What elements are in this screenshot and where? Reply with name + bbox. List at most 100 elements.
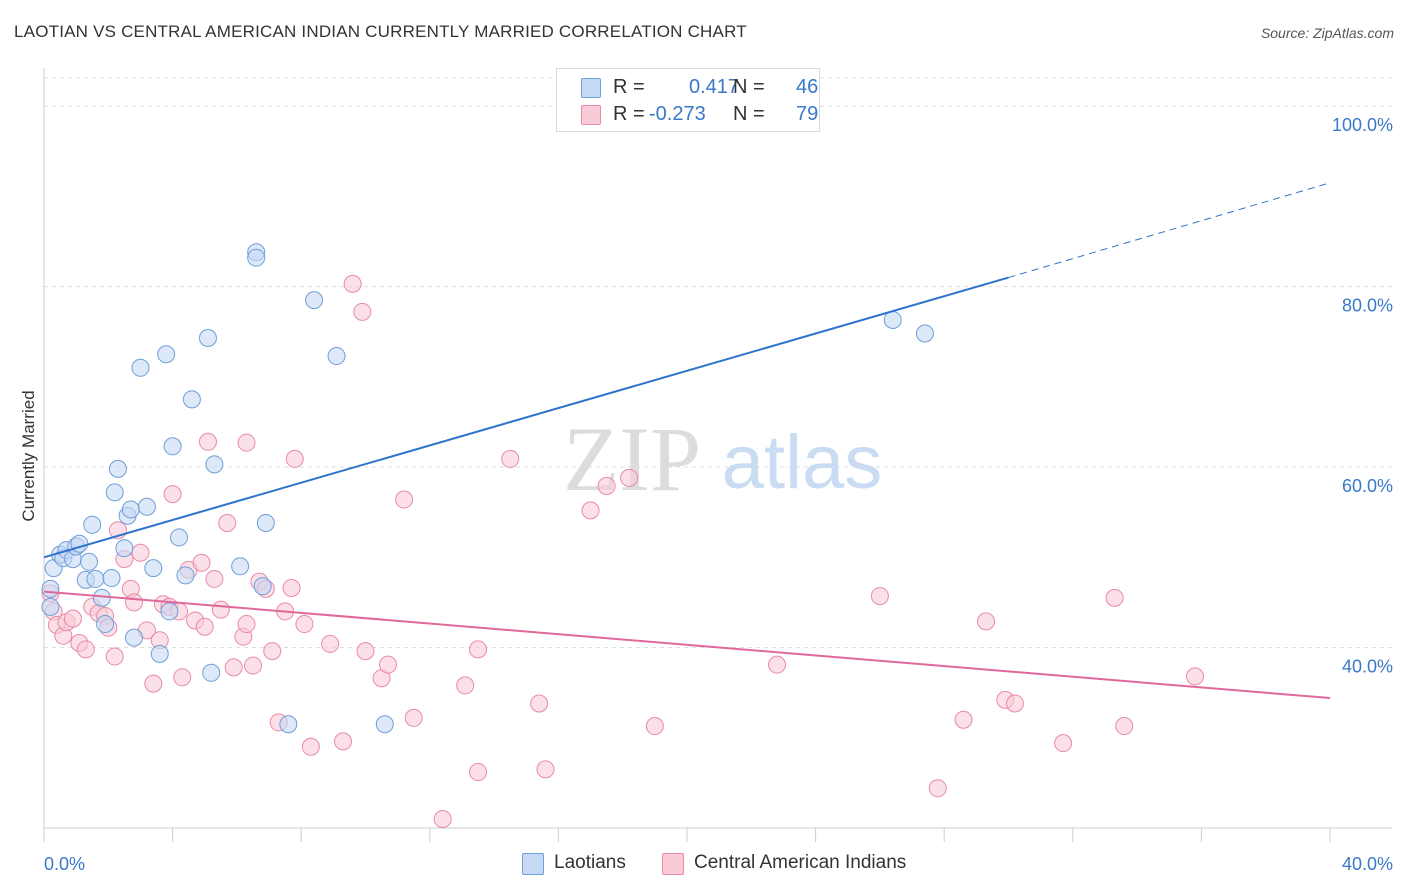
y-tick-label: 60.0% bbox=[1342, 476, 1393, 496]
laotians-point bbox=[125, 628, 144, 647]
laotians-swatch bbox=[581, 78, 601, 98]
laotians-point bbox=[83, 515, 102, 534]
laotians-point bbox=[157, 345, 176, 364]
central-american-indians-point bbox=[321, 634, 340, 653]
central-legend-swatch bbox=[662, 853, 684, 875]
central-american-indians-point bbox=[1005, 694, 1024, 713]
central-american-indians-point bbox=[301, 737, 320, 756]
central-n-value: 79 bbox=[796, 103, 819, 125]
laotians-point bbox=[144, 559, 163, 578]
laotians-point bbox=[160, 602, 179, 621]
central-american-indians-point bbox=[469, 640, 488, 659]
laotians-point bbox=[86, 569, 105, 588]
central-american-indians-point bbox=[536, 760, 555, 779]
x-tick-label: 0.0% bbox=[44, 854, 85, 874]
central-american-indians-point bbox=[379, 655, 398, 674]
central-american-indians-point bbox=[954, 710, 973, 729]
chart-title: LAOTIAN VS CENTRAL AMERICAN INDIAN CURRE… bbox=[14, 22, 747, 41]
central-american-indians-point bbox=[530, 694, 549, 713]
central-american-indians-point bbox=[125, 593, 144, 612]
laotians-point bbox=[96, 615, 115, 634]
watermark: ZIP atlas bbox=[563, 408, 882, 510]
laotians-point bbox=[205, 455, 224, 474]
central-american-indians-point bbox=[645, 717, 664, 736]
central-american-indians-point bbox=[263, 642, 282, 661]
central-american-indians-point bbox=[597, 476, 616, 495]
central-american-indians-points bbox=[41, 274, 1204, 828]
central-american-indians-point bbox=[224, 658, 243, 677]
central-swatch bbox=[581, 105, 601, 125]
laotians-point bbox=[41, 597, 60, 616]
central-american-indians-point bbox=[356, 642, 375, 661]
legend-r-label: R = bbox=[613, 103, 645, 125]
laotians-point bbox=[247, 248, 266, 267]
y-axis-label: Currently Married bbox=[19, 390, 38, 521]
central-american-indians-point bbox=[404, 708, 423, 727]
laotians-point bbox=[883, 310, 902, 329]
correlation-legend: R = 0.417 N = 46 R = -0.273 N = 79 bbox=[556, 68, 820, 132]
central-american-indians-point bbox=[218, 513, 237, 532]
central-american-indians-point bbox=[243, 656, 262, 675]
central-american-indians-point bbox=[63, 609, 82, 628]
laotians-r-value: 0.417 bbox=[689, 76, 740, 98]
legend-n-label: N = bbox=[733, 103, 765, 125]
central-american-indians-point bbox=[1105, 588, 1124, 607]
x-tick-label: 40.0% bbox=[1342, 854, 1393, 874]
central-american-indians-point bbox=[501, 449, 520, 468]
central-legend-label: Central American Indians bbox=[694, 852, 907, 873]
central-american-indians-point bbox=[870, 587, 889, 606]
central-american-indians-point bbox=[211, 600, 230, 619]
laotians-point bbox=[305, 291, 324, 310]
laotians-point bbox=[163, 437, 182, 456]
laotians-point bbox=[102, 569, 121, 588]
central-american-indians-point bbox=[198, 432, 217, 451]
laotians-n-value: 46 bbox=[796, 76, 819, 98]
tick-labels: 40.0% 60.0% 80.0% 100.0% 0.0% 40.0% bbox=[44, 115, 1393, 874]
central-american-indians-point bbox=[976, 612, 995, 631]
central-american-indians-point bbox=[469, 763, 488, 782]
central-american-indians-point bbox=[1054, 734, 1073, 753]
laotians-point bbox=[121, 500, 140, 519]
central-r-value: -0.273 bbox=[649, 103, 706, 125]
laotians-point bbox=[80, 552, 99, 571]
y-tick-label: 40.0% bbox=[1342, 657, 1393, 677]
laotians-point bbox=[256, 513, 275, 532]
central-american-indians-point bbox=[768, 655, 787, 674]
central-american-indians-point bbox=[295, 615, 314, 634]
central-trend-line bbox=[43, 590, 1331, 700]
legend-n-label: N = bbox=[733, 76, 765, 98]
central-american-indians-point bbox=[163, 485, 182, 504]
central-american-indians-point bbox=[353, 302, 372, 321]
central-american-indians-point bbox=[76, 640, 95, 659]
laotians-point bbox=[279, 715, 298, 734]
watermark-atlas: atlas bbox=[722, 420, 883, 505]
central-american-indians-point bbox=[173, 668, 192, 687]
central-american-indians-point bbox=[144, 674, 163, 693]
laotians-point bbox=[375, 715, 394, 734]
y-tick-label: 100.0% bbox=[1332, 115, 1393, 135]
central-american-indians-point bbox=[620, 468, 639, 487]
laotians-point bbox=[231, 557, 250, 576]
laotians-point bbox=[115, 539, 134, 558]
laotians-point bbox=[202, 663, 221, 682]
legend-r-label: R = bbox=[613, 76, 645, 98]
axes bbox=[43, 68, 1392, 842]
watermark-zip: ZIP bbox=[563, 408, 701, 510]
central-american-indians-point bbox=[285, 449, 304, 468]
chart-source: Source: ZipAtlas.com bbox=[1260, 25, 1394, 41]
laotians-trend-line bbox=[43, 276, 1009, 559]
central-american-indians-point bbox=[343, 274, 362, 293]
central-american-indians-point bbox=[456, 676, 475, 695]
trend-lines bbox=[43, 182, 1331, 700]
laotians-point bbox=[108, 459, 127, 478]
central-american-indians-point bbox=[237, 433, 256, 452]
laotians-point bbox=[915, 324, 934, 343]
central-american-indians-point bbox=[131, 543, 150, 562]
laotians-point bbox=[137, 497, 156, 516]
laotians-legend-swatch bbox=[522, 853, 544, 875]
central-american-indians-point bbox=[333, 732, 352, 751]
central-american-indians-point bbox=[105, 647, 124, 666]
laotians-point bbox=[198, 329, 217, 348]
central-american-indians-point bbox=[192, 553, 211, 572]
